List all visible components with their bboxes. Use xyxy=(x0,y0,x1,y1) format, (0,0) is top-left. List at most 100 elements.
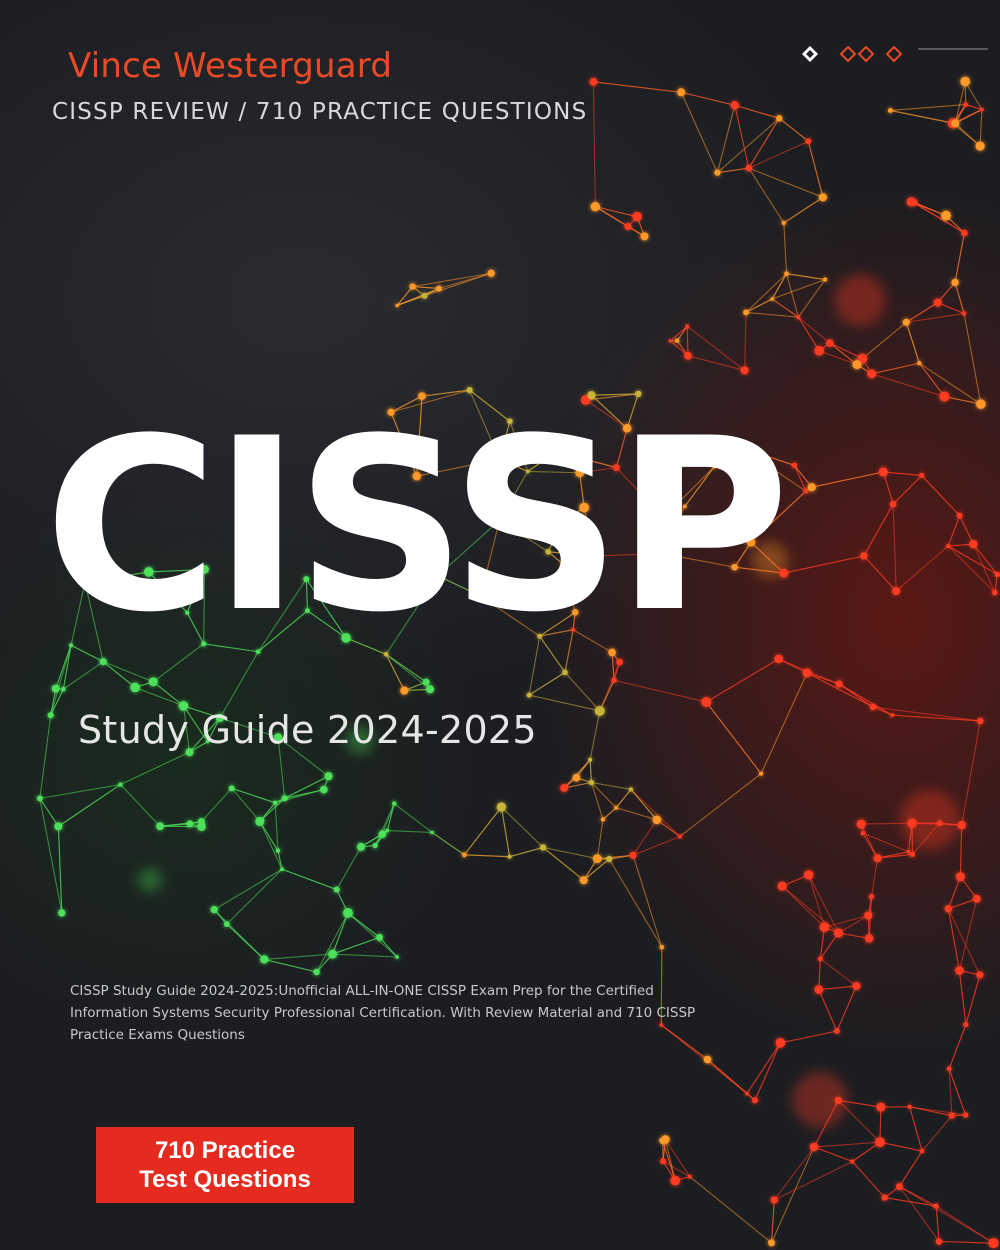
network-node xyxy=(210,906,218,914)
network-node xyxy=(658,512,669,523)
network-node xyxy=(652,815,662,825)
network-edge xyxy=(207,717,221,742)
badge-line-1: 710 Practice xyxy=(154,1137,296,1164)
network-edge xyxy=(954,109,983,124)
network-edge xyxy=(562,563,576,613)
network-edge xyxy=(632,855,663,948)
network-node xyxy=(613,464,620,471)
network-node xyxy=(759,771,764,776)
network-node xyxy=(878,467,888,477)
network-node xyxy=(461,852,467,858)
network-node xyxy=(185,748,194,757)
network-edge xyxy=(593,81,682,93)
network-edge xyxy=(393,803,433,833)
network-node xyxy=(343,908,353,918)
network-node xyxy=(61,686,66,692)
network-edge xyxy=(231,787,276,804)
network-edge xyxy=(602,807,617,820)
network-node xyxy=(51,684,60,693)
network-edge xyxy=(529,694,600,712)
network-edge xyxy=(813,1146,853,1163)
network-node xyxy=(963,102,969,107)
network-node xyxy=(383,651,389,657)
network-node xyxy=(372,842,378,849)
network-node xyxy=(962,1112,969,1118)
network-edge xyxy=(84,582,104,662)
network-node xyxy=(272,800,278,806)
network-edge xyxy=(390,395,423,413)
network-edge xyxy=(527,470,580,474)
network-edge xyxy=(385,653,431,690)
network-node xyxy=(814,985,824,994)
network-edge xyxy=(717,117,780,174)
network-edge xyxy=(595,206,638,218)
network-edge xyxy=(277,850,283,870)
network-node xyxy=(860,830,866,836)
network-edge xyxy=(780,1030,838,1044)
network-edge xyxy=(947,545,996,593)
network-edge xyxy=(50,645,72,716)
network-node xyxy=(590,201,600,212)
network-node xyxy=(819,922,830,932)
network-node xyxy=(902,318,910,326)
network-node xyxy=(592,854,602,863)
network-edge xyxy=(781,885,825,928)
network-edge xyxy=(793,464,813,488)
network-node xyxy=(539,844,547,851)
network-node xyxy=(803,488,809,494)
network-edge xyxy=(203,643,259,653)
network-node xyxy=(852,982,861,990)
network-edge xyxy=(750,541,785,574)
network-node xyxy=(588,757,593,762)
network-edge xyxy=(851,1161,886,1198)
network-edge xyxy=(959,515,974,545)
network-edge xyxy=(838,683,874,708)
network-edge xyxy=(590,782,604,820)
network-node xyxy=(660,551,666,557)
network-edge xyxy=(160,823,190,827)
network-edge xyxy=(676,326,688,341)
network-edge xyxy=(912,822,941,855)
network-edge xyxy=(608,858,663,948)
network-edge xyxy=(965,974,981,1025)
network-edge xyxy=(539,611,576,637)
network-edge xyxy=(734,566,784,574)
network-edge xyxy=(463,806,502,856)
network-node xyxy=(178,701,189,711)
network-edge xyxy=(748,167,785,224)
badge-line-2: Test Questions xyxy=(139,1166,311,1193)
network-edge xyxy=(947,515,961,547)
network-edge xyxy=(862,832,909,853)
network-node xyxy=(387,408,395,416)
network-edge xyxy=(898,1186,940,1242)
network-edge xyxy=(818,985,857,991)
network-edge xyxy=(609,854,634,860)
network-edge xyxy=(431,831,465,856)
network-node xyxy=(972,894,981,903)
network-edge xyxy=(189,717,221,753)
network-edge xyxy=(829,342,858,366)
network-node xyxy=(703,1055,712,1064)
network-edge xyxy=(499,471,529,521)
network-edge xyxy=(548,551,595,557)
network-edge xyxy=(464,854,510,858)
network-node xyxy=(955,966,964,975)
network-edge xyxy=(907,823,913,852)
network-edge xyxy=(39,798,63,914)
network-node xyxy=(826,339,834,347)
network-node xyxy=(435,285,442,292)
network-edge xyxy=(899,1186,994,1244)
network-node xyxy=(201,641,207,647)
network-node xyxy=(577,455,584,462)
network-edge xyxy=(591,394,628,429)
network-node xyxy=(99,658,107,666)
network-node xyxy=(743,309,749,316)
network-edge xyxy=(561,521,564,564)
network-node xyxy=(280,867,284,872)
network-edge xyxy=(213,909,265,960)
network-edge xyxy=(203,569,206,644)
network-node xyxy=(525,469,530,474)
series-line: CISSP REVIEW / 710 PRACTICE QUESTIONS xyxy=(52,99,588,125)
network-edge xyxy=(877,853,913,859)
